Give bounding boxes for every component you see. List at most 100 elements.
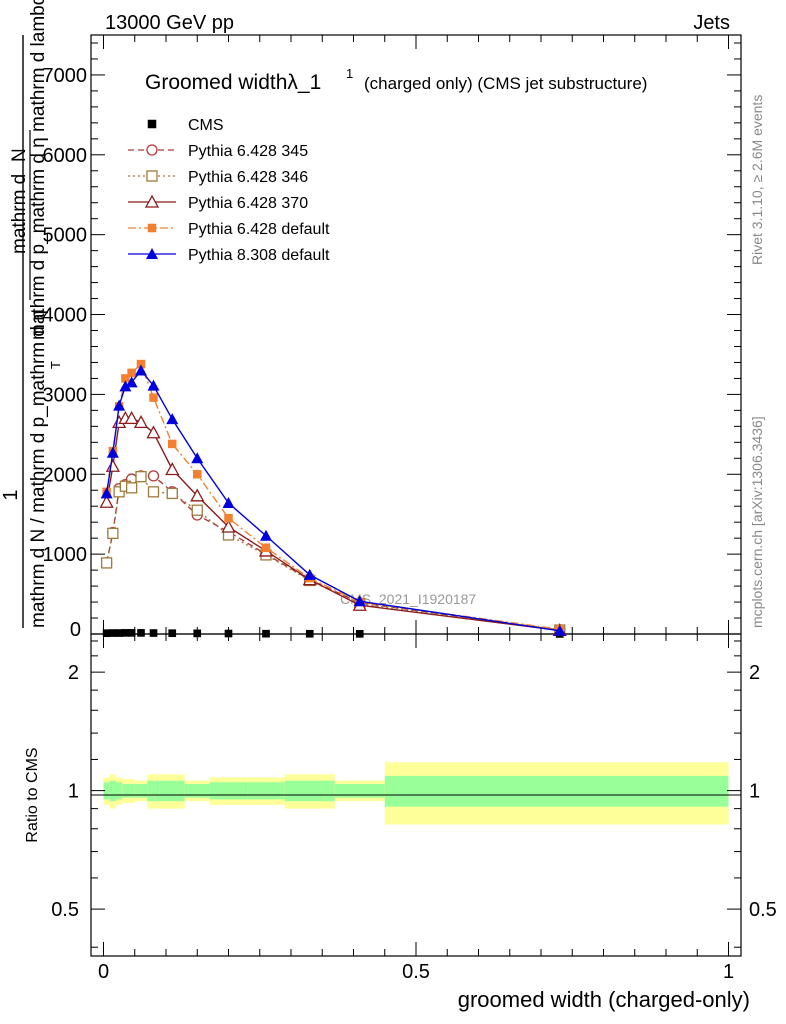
main-y-tick-label: 2000: [43, 464, 88, 486]
data-point-p8def: [303, 568, 316, 580]
main-y-tick-label: 1000: [43, 544, 88, 566]
xlabel: groomed width (charged-only): [458, 987, 750, 1012]
data-point-p370: [133, 414, 149, 429]
legend-label-p8def: Pythia 8.308 default: [188, 247, 330, 264]
ratio-ylabel: Ratio to CMS: [24, 747, 41, 842]
ratio-band-inner: [128, 783, 135, 798]
data-point-p8def: [106, 446, 119, 458]
plot-title: Groomed widthλ_1 1 (charged only) (CMS j…: [145, 66, 647, 94]
data-point-p6def: [136, 359, 146, 369]
mcplots-label: mcplots.cern.ch [arXiv:1306.3436]: [749, 416, 765, 628]
legend-marker-p6def: [147, 223, 157, 233]
legend-label-p345: Pythia 6.428 345: [188, 143, 308, 160]
data-point-cms: [115, 629, 123, 637]
data-point-cms: [168, 629, 177, 638]
data-point-p370: [165, 462, 180, 476]
axis-ticks: 1000 2000 3000 4000 5000 6000 7000 0 0 0.5 1 0.5 0.5…: [43, 35, 777, 983]
data-point-p6def: [149, 393, 158, 402]
ylabel-numerator-n: N: [9, 148, 30, 162]
ratio-band-inner: [247, 782, 285, 800]
main-y-zero-label: 0: [70, 619, 81, 641]
ratio-y-tick-label: 2: [68, 662, 79, 684]
main-ylabel: 1 mathrm d N / mathrm d p_mathrm d η T m…: [0, 0, 63, 628]
header-left: 13000 GeV pp: [105, 12, 234, 34]
ratio-band-inner: [334, 783, 385, 798]
x-tick-label: 1: [723, 961, 734, 983]
data-point-p8def: [125, 376, 138, 388]
main-y-tick-label: 7000: [43, 65, 88, 87]
data-point-p6def: [261, 543, 271, 552]
ratio-y-tick-label-right: 1: [749, 781, 760, 803]
data-point-p346: [166, 487, 178, 500]
ratio-y-tick-label-right: 0.5: [749, 899, 777, 921]
svg-text:Groomed widthλ_1: Groomed widthλ_1: [145, 71, 321, 94]
main-y-tick-label: 6000: [43, 145, 88, 167]
data-point-cms: [355, 630, 364, 638]
rivet-label: Rivet 3.1.10, ≥ 2.6M events: [749, 95, 765, 265]
data-point-p8def: [166, 413, 179, 425]
data-point-cms: [109, 629, 117, 637]
data-point-cms: [262, 629, 270, 638]
legend-label-cms: CMS: [188, 117, 224, 134]
data-point-p370: [99, 494, 114, 508]
data-point-cms: [121, 629, 130, 637]
series-p8def: [100, 364, 566, 636]
ratio-band-inner: [122, 783, 129, 798]
ylabel-numerator-line1: mathrm d: [9, 174, 30, 254]
title-main: Groomed width: [145, 71, 287, 94]
data-point-cms: [127, 629, 136, 637]
data-point-cms: [149, 629, 158, 637]
data-point-p8def: [553, 624, 566, 636]
data-point-p8def: [119, 380, 132, 392]
data-point-p346: [135, 471, 147, 483]
title-superscript: 1: [346, 66, 353, 81]
ratio-band-inner: [116, 782, 123, 800]
data-point-p8def: [135, 364, 147, 376]
data-point-p6def: [193, 470, 202, 479]
legend-marker-p370: [144, 194, 160, 208]
ratio-y-tick-label-right: 2: [749, 662, 760, 684]
main-y-tick-label: 5000: [43, 225, 88, 247]
data-point-p8def: [353, 595, 366, 607]
x-tick-label: 0: [98, 961, 109, 983]
ratio-band-inner: [147, 780, 160, 802]
data-point-cms: [305, 629, 314, 638]
data-point-p8def: [113, 399, 126, 411]
x-tick-label: 0.5: [402, 961, 430, 983]
data-point-p8def: [260, 529, 272, 541]
ratio-band-inner: [184, 783, 210, 798]
legend-marker-p345: [146, 144, 158, 156]
legend-label-p370: Pythia 6.428 370: [188, 195, 308, 212]
data-point-p6def: [168, 439, 177, 449]
data-point-cms: [193, 629, 202, 638]
data-point-p8def: [222, 497, 235, 509]
data-point-p370: [124, 411, 139, 425]
ratio-band-inner: [284, 780, 335, 802]
ylabel-denominator: mathrm d N / mathrm d p_mathrm d η: [28, 310, 49, 628]
data-point-p345: [147, 470, 160, 482]
data-point-p6def: [224, 513, 233, 523]
legend-label-p6def: Pythia 6.428 default: [188, 221, 330, 238]
data-point-p370: [190, 488, 205, 502]
ratio-y-tick-label: 1: [68, 781, 79, 803]
title-lambda: λ_1: [287, 71, 321, 94]
ratio-band-inner: [103, 782, 110, 800]
data-point-p346: [191, 504, 203, 516]
data-point-cms: [137, 629, 145, 637]
ratio-band-inner: [209, 782, 248, 800]
main-y-tick-label: 4000: [43, 305, 88, 327]
header-right: Jets: [693, 12, 730, 34]
data-point-p346: [107, 527, 119, 540]
data-point-p8def: [147, 379, 160, 391]
ratio-band-inner: [159, 780, 185, 802]
data-point-cms: [102, 629, 111, 638]
ratio-uncertainty-band: [103, 762, 729, 825]
ylabel-numerator-line2: mathrm d p_mathrm d η mathrm d lambda: [28, 0, 49, 340]
legend: CMS Pythia 6.428 345 Pythia 6.428 346 Pythi…: [128, 117, 330, 264]
main-y-tick-label: 3000: [43, 384, 88, 406]
series-line-p370: [105, 417, 560, 632]
data-point-cms: [224, 629, 233, 638]
data-point-p370: [105, 458, 120, 472]
series-p346: [100, 471, 566, 636]
